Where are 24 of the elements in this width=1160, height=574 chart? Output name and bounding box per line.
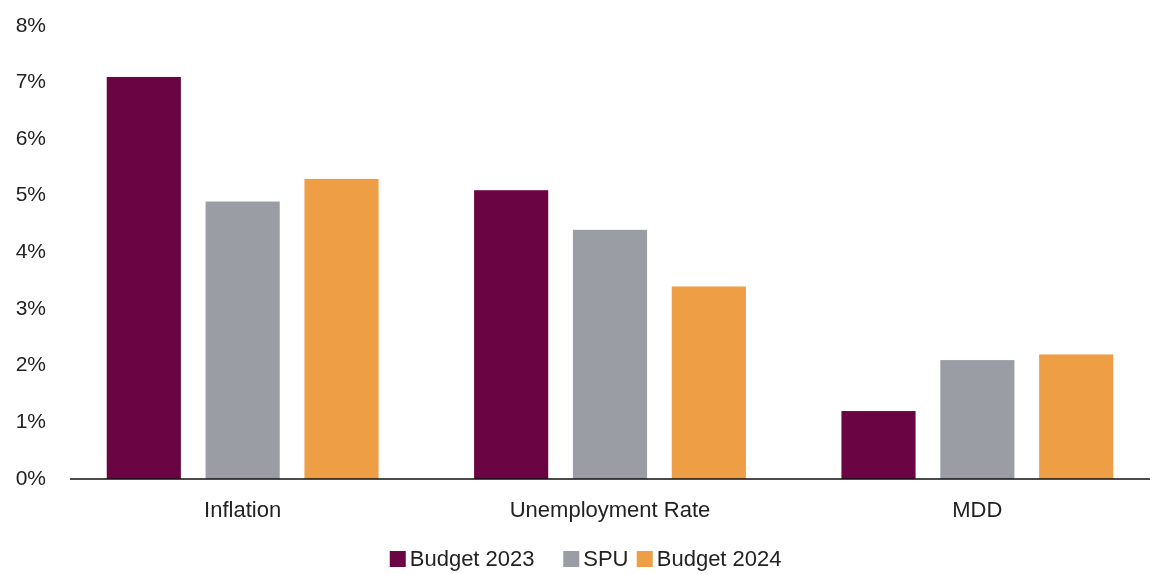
legend-label: SPU bbox=[583, 545, 629, 571]
bar bbox=[572, 229, 648, 479]
x-tick-label: Unemployment Rate bbox=[509, 497, 711, 522]
y-tick-label: 7% bbox=[15, 69, 46, 93]
bar bbox=[106, 76, 181, 479]
bar bbox=[1039, 354, 1114, 479]
bar bbox=[940, 360, 1015, 479]
y-tick-label: 3% bbox=[15, 295, 46, 319]
y-tick-label: 5% bbox=[15, 182, 46, 206]
y-tick-label: 1% bbox=[15, 408, 46, 432]
y-tick-label: 8% bbox=[15, 12, 46, 36]
y-tick-label: 4% bbox=[15, 239, 46, 263]
x-tick-label: MDD bbox=[952, 497, 1003, 522]
y-tick-label: 0% bbox=[15, 465, 46, 489]
bar bbox=[304, 178, 379, 479]
bar bbox=[474, 190, 549, 479]
bar bbox=[841, 411, 916, 479]
legend-label: Budget 2024 bbox=[656, 545, 782, 571]
legend-label: Budget 2023 bbox=[409, 545, 535, 571]
bar bbox=[671, 286, 746, 479]
bar bbox=[205, 201, 280, 479]
y-tick-label: 2% bbox=[15, 352, 46, 376]
x-tick-label: Inflation bbox=[204, 497, 282, 522]
y-tick-label: 6% bbox=[15, 125, 46, 149]
